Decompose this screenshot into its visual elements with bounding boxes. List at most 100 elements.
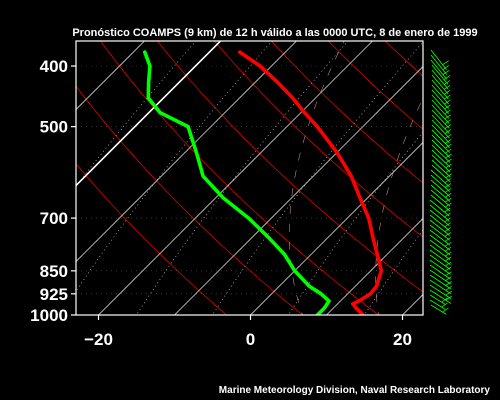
dry-adiabat-line — [213, 41, 423, 238]
wind-barb-flag — [441, 297, 448, 303]
pressure-tick-label: 500 — [40, 118, 68, 137]
wind-barb-flag — [444, 222, 451, 228]
wind-barb-staff — [431, 129, 450, 149]
moist-adiabat-line — [288, 41, 345, 315]
wind-barb-staff — [429, 289, 452, 304]
wind-barb-flag — [444, 104, 451, 110]
chart-title: Pronóstico COAMPS (9 km) de 12 h válido … — [72, 27, 477, 39]
wind-barb-staff — [429, 274, 452, 290]
temperature-axis: −20 0 20 — [84, 315, 412, 349]
wind-barb-flag — [444, 197, 452, 203]
wind-barb-staff — [429, 254, 451, 270]
wind-barb-flag — [443, 80, 451, 85]
wind-barb-flag — [444, 251, 452, 257]
wind-barb-flag — [445, 148, 452, 154]
wind-barb-flag — [445, 261, 452, 267]
wind-barb-staff — [429, 219, 450, 236]
isotherm-line — [76, 41, 298, 263]
wind-barb-flag — [441, 302, 448, 308]
wind-barb-staff — [429, 284, 452, 299]
wind-barb-staff — [431, 149, 451, 168]
wind-barb-flag — [442, 65, 450, 70]
wind-barb-staff — [429, 209, 450, 227]
wind-barb-staff — [429, 279, 452, 295]
wind-barb-flag — [444, 114, 451, 120]
moist-adiabat-line — [375, 97, 423, 315]
wind-barb-staff — [430, 179, 451, 197]
wind-barb-staff — [430, 194, 451, 212]
wind-barb-staff — [429, 259, 451, 275]
wind-barb-flag — [445, 168, 452, 174]
wind-barb-staff — [429, 244, 451, 261]
dry-adiabat-line — [327, 41, 423, 130]
wind-barb-staff — [430, 169, 450, 188]
wind-barb-staff — [429, 299, 446, 310]
wind-barb-staff — [431, 114, 450, 134]
wind-barb-flag — [444, 207, 451, 213]
wind-barb-flag — [444, 109, 451, 115]
wind-barb-flag — [444, 212, 451, 218]
wind-barb-flag — [445, 202, 452, 208]
wind-barb-flag — [444, 256, 452, 262]
wind-barb-flag — [445, 158, 452, 164]
wind-barb-flag — [443, 89, 451, 95]
pressure-tick-label: 400 — [40, 57, 68, 76]
wind-barb-staff — [429, 229, 451, 246]
wind-barb-staff — [431, 154, 451, 173]
wind-barb-staff — [431, 74, 449, 95]
wind-barb-flag — [443, 75, 451, 80]
wind-barb-staff — [429, 269, 451, 285]
wind-barb-staff — [429, 234, 451, 251]
wind-barb-flag — [444, 183, 452, 188]
wind-barb-flag — [445, 163, 452, 169]
dry-adiabat-line — [156, 41, 423, 293]
wind-barb-flag — [444, 99, 451, 105]
wind-barb-flag — [443, 84, 451, 90]
isotherm-line — [97, 41, 374, 315]
wind-barb-flag — [445, 276, 452, 281]
wind-barb-flag — [445, 281, 452, 286]
temperature-tick-label: −20 — [84, 330, 113, 349]
wind-barb-flag — [445, 271, 452, 277]
wind-barb-flag — [445, 143, 452, 149]
wind-barb-flag — [444, 94, 451, 100]
isotherm-line — [76, 41, 146, 111]
isotherm-line — [76, 41, 222, 187]
wind-barb-staff — [429, 294, 446, 305]
wind-barb-staff — [431, 89, 449, 109]
wind-barb-staff — [430, 189, 451, 207]
wind-barb-staff — [429, 249, 451, 265]
wind-barb-flag — [444, 138, 452, 144]
wind-barb-staff — [431, 134, 451, 153]
wind-barb-flag — [444, 237, 452, 242]
wind-barb-flag — [445, 173, 453, 179]
wind-barb-staff — [429, 204, 450, 222]
wind-barb-staff — [431, 109, 450, 129]
wind-barb-staff — [429, 199, 450, 217]
wind-barb-staff — [429, 224, 451, 241]
pressure-tick-label: 925 — [40, 285, 68, 304]
isotherm-line — [325, 217, 423, 315]
dewpoint-profile — [143, 50, 331, 315]
wind-barb-staff — [430, 184, 451, 202]
wind-barb-staff — [431, 119, 450, 139]
wind-barb-staff — [431, 99, 450, 119]
wind-barb-flag — [444, 188, 452, 193]
sounding-profiles — [143, 50, 384, 315]
pressure-tick-label: 850 — [40, 262, 68, 281]
wind-barb-staff — [429, 214, 450, 231]
wind-barb-staff — [431, 144, 451, 163]
wind-barb-flag — [444, 246, 452, 252]
dry-adiabat-line — [76, 163, 228, 315]
wind-barb-staff — [431, 139, 451, 158]
wind-barb-flag — [442, 60, 449, 66]
temperature-tick-label: 0 — [246, 330, 255, 349]
wind-barb-flag — [445, 295, 453, 301]
wind-barb-staff — [430, 54, 448, 75]
pressure-tick-label: 1000 — [30, 306, 68, 325]
temperature-tick-label: 20 — [393, 330, 412, 349]
wind-barb-flag — [444, 178, 452, 183]
credit-text: Marine Meteorology Division, Naval Resea… — [219, 385, 491, 396]
